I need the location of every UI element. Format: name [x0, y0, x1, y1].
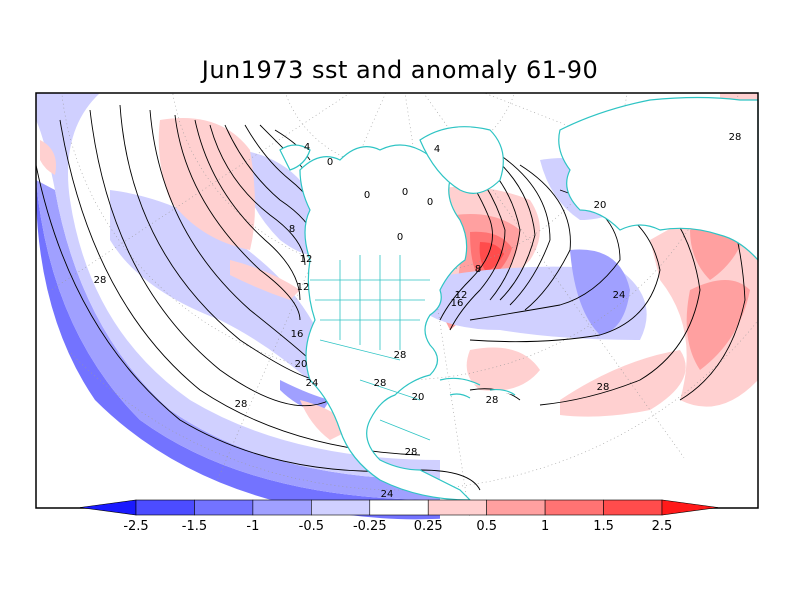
anomaly-region [300, 400, 350, 440]
caribbean-islands [439, 377, 516, 399]
contour-label: 16 [451, 298, 464, 309]
contour-label: 20 [295, 359, 308, 370]
contour-label: 8 [289, 224, 295, 235]
contour-label: 28 [394, 350, 407, 361]
colorbar-box [486, 499, 546, 516]
colorbar-tick-label: 1.5 [593, 519, 614, 534]
anomaly-region [570, 249, 630, 335]
contour-label: 0 [427, 197, 433, 208]
contour-label: 28 [729, 132, 742, 143]
greenland-landmass [419, 126, 504, 194]
map-title: Jun1973 sst and anomaly 61-90 [201, 56, 599, 84]
contour-label: 8 [475, 264, 481, 275]
colorbar-tick-label: -0.25 [353, 519, 387, 534]
contour-label: 0 [402, 187, 408, 198]
contour-label: 28 [486, 395, 499, 406]
contour-label: 20 [594, 200, 607, 211]
contour-label: 4 [434, 144, 440, 155]
contour-label: 24 [306, 378, 319, 389]
colorbar-arrow-high [661, 499, 719, 516]
contour-label: 12 [455, 290, 468, 301]
anomaly-region [466, 347, 540, 391]
contour-label: 28 [597, 382, 610, 393]
anomaly-region [230, 260, 300, 300]
colorbar-tick-label: -1 [246, 519, 259, 534]
contour-label: 4 [304, 142, 310, 153]
colorbar-tick-label: -1.5 [182, 519, 207, 534]
colorbar-tick-label: 0.5 [476, 519, 497, 534]
colorbar-box [135, 499, 195, 516]
colorbar-box [369, 499, 429, 516]
colorbar-box [544, 499, 604, 516]
contour-label: 12 [297, 282, 310, 293]
colorbar-tick-label: 1 [541, 519, 549, 534]
alaska-coast [279, 144, 311, 171]
colorbar-tick-label: 2.5 [652, 519, 673, 534]
contour-label: 28 [235, 399, 248, 410]
contour-label: 28 [405, 447, 418, 458]
anomaly-region [110, 190, 340, 400]
colorbar-box [252, 499, 312, 516]
colorbar-box [194, 499, 254, 516]
contour-label: 24 [381, 489, 394, 500]
colorbar: -2.5 -1.5 -1 -0.5 -0.25 0.25 0.5 1 1.5 2.5 [79, 499, 719, 534]
europe-landmass [558, 96, 759, 262]
colorbar-tick-label: -0.5 [299, 519, 324, 534]
contour-label: 28 [94, 275, 107, 286]
contour-label: 16 [291, 329, 304, 340]
colorbar-arrow-low [79, 499, 137, 516]
contour-label: 24 [613, 290, 626, 301]
contour-label: 12 [300, 254, 313, 265]
contour-label: 20 [412, 392, 425, 403]
anomaly-region [560, 350, 686, 417]
contour-label: 0 [397, 232, 403, 243]
anomaly-region [36, 180, 440, 520]
contour-label: 0 [364, 190, 370, 201]
contour-labels: 2828282828282828242424202020161612121288… [94, 132, 742, 500]
anomaly-region [479, 242, 504, 272]
colorbar-tick-label: -2.5 [123, 519, 148, 534]
colorbar-box [603, 499, 663, 516]
north-america-landmass [299, 144, 472, 501]
coastlines [279, 96, 759, 501]
colorbar-box [427, 499, 487, 516]
anomaly-region [686, 280, 750, 370]
contour-label: 28 [374, 378, 387, 389]
contour-label: 0 [327, 157, 333, 168]
colorbar-box [311, 499, 371, 516]
colorbar-tick-label: 0.25 [414, 519, 443, 534]
anomaly-region [40, 140, 56, 175]
